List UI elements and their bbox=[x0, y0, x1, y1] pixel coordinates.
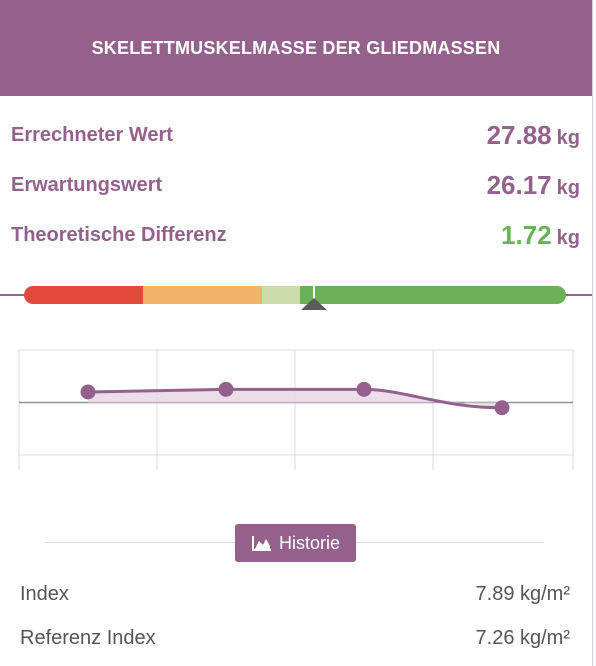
stat-label: Erwartungswert bbox=[11, 173, 163, 196]
stat-unit: kg bbox=[556, 226, 580, 249]
gauge-bar bbox=[24, 286, 566, 304]
data-point bbox=[356, 381, 372, 397]
stat-value: 1.72 kg bbox=[501, 220, 580, 251]
stat-unit: kg bbox=[556, 176, 580, 199]
historie-button[interactable]: Historie bbox=[235, 524, 356, 562]
stats-list: Errechneter Wert 27.88 kg Erwartungswert … bbox=[0, 96, 592, 260]
stat-row-calculated: Errechneter Wert 27.88 kg bbox=[11, 110, 580, 160]
stat-number: 27.88 bbox=[486, 119, 552, 150]
gauge-segment bbox=[143, 286, 263, 304]
gauge-segment bbox=[300, 286, 566, 304]
index-label: Index bbox=[20, 582, 69, 605]
stat-value: 26.17 kg bbox=[487, 170, 580, 201]
data-point bbox=[494, 400, 510, 416]
index-list: Index 7.89 kg/m² Referenz Index 7.26 kg/… bbox=[20, 572, 570, 660]
gauge-marker-triangle-icon bbox=[300, 298, 327, 310]
card-header: SKELETTMUSKELMASSE DER GLIEDMASSEN bbox=[0, 0, 592, 96]
reference-index-label: Referenz Index bbox=[20, 626, 156, 649]
stat-number: 1.72 bbox=[501, 219, 552, 250]
historie-row: Historie bbox=[44, 524, 544, 562]
index-row: Index 7.89 kg/m² bbox=[20, 572, 570, 616]
gauge-marker bbox=[312, 284, 315, 306]
data-point bbox=[80, 384, 96, 400]
reference-index-value: 7.26 kg/m² bbox=[475, 626, 570, 649]
stat-row-difference: Theoretische Differenz 1.72 kg bbox=[11, 210, 580, 260]
gauge-segment bbox=[262, 286, 301, 304]
history-chart bbox=[18, 349, 574, 470]
index-value: 7.89 kg/m² bbox=[475, 582, 570, 605]
stat-value: 27.88 kg bbox=[487, 120, 580, 151]
gauge-segment bbox=[24, 286, 144, 304]
data-point bbox=[218, 381, 234, 397]
range-gauge bbox=[0, 274, 592, 334]
stat-row-expected: Erwartungswert 26.17 kg bbox=[11, 160, 580, 210]
card-title: SKELETTMUSKELMASSE DER GLIEDMASSEN bbox=[91, 37, 501, 58]
historie-label: Historie bbox=[278, 532, 340, 553]
stat-label: Theoretische Differenz bbox=[11, 223, 227, 246]
stat-unit: kg bbox=[556, 126, 580, 149]
stat-number: 26.17 bbox=[486, 169, 552, 200]
area-chart-icon bbox=[251, 536, 271, 551]
reference-index-row: Referenz Index 7.26 kg/m² bbox=[20, 616, 570, 660]
stat-label: Errechneter Wert bbox=[11, 123, 173, 146]
